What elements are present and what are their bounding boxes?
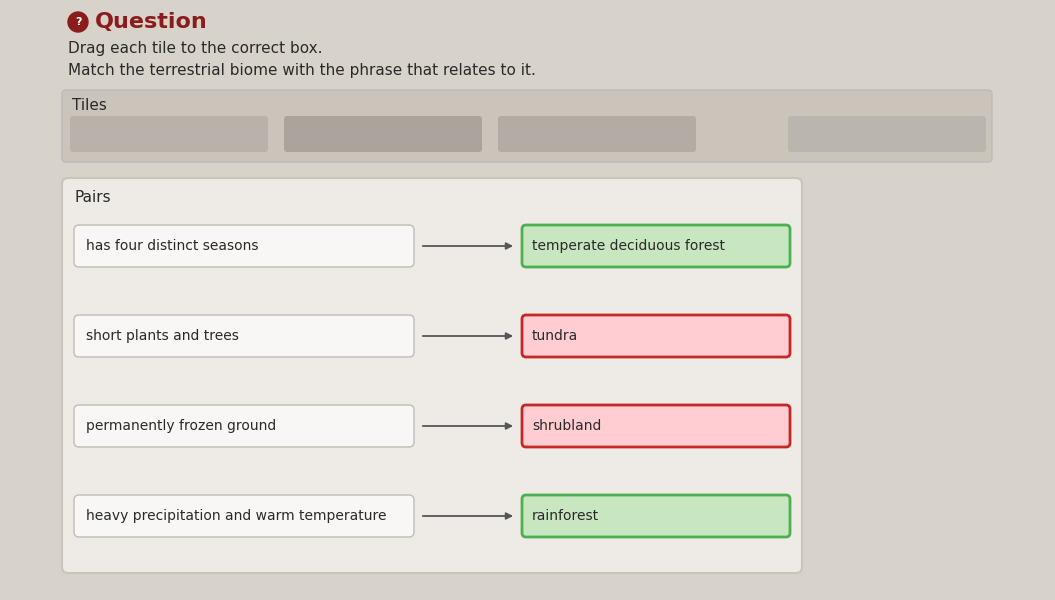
FancyBboxPatch shape [74,225,414,267]
FancyBboxPatch shape [284,116,482,152]
Text: tundra: tundra [532,329,578,343]
Text: Pairs: Pairs [74,190,111,205]
FancyBboxPatch shape [74,495,414,537]
Text: Match the terrestrial biome with the phrase that relates to it.: Match the terrestrial biome with the phr… [68,62,536,77]
FancyBboxPatch shape [70,116,268,152]
Text: rainforest: rainforest [532,509,599,523]
Text: Tiles: Tiles [72,98,107,113]
FancyBboxPatch shape [62,178,802,573]
Text: ?: ? [75,17,81,27]
FancyBboxPatch shape [74,315,414,357]
Text: Drag each tile to the correct box.: Drag each tile to the correct box. [68,40,323,55]
FancyBboxPatch shape [62,90,992,162]
Circle shape [68,12,88,32]
Text: shrubland: shrubland [532,419,601,433]
Text: short plants and trees: short plants and trees [87,329,238,343]
FancyBboxPatch shape [788,116,986,152]
FancyBboxPatch shape [522,405,790,447]
FancyBboxPatch shape [522,495,790,537]
FancyBboxPatch shape [498,116,696,152]
Text: temperate deciduous forest: temperate deciduous forest [532,239,725,253]
FancyBboxPatch shape [74,405,414,447]
Text: has four distinct seasons: has four distinct seasons [87,239,258,253]
FancyBboxPatch shape [522,315,790,357]
Text: permanently frozen ground: permanently frozen ground [87,419,276,433]
Text: Question: Question [95,12,208,32]
Text: heavy precipitation and warm temperature: heavy precipitation and warm temperature [87,509,386,523]
FancyBboxPatch shape [522,225,790,267]
